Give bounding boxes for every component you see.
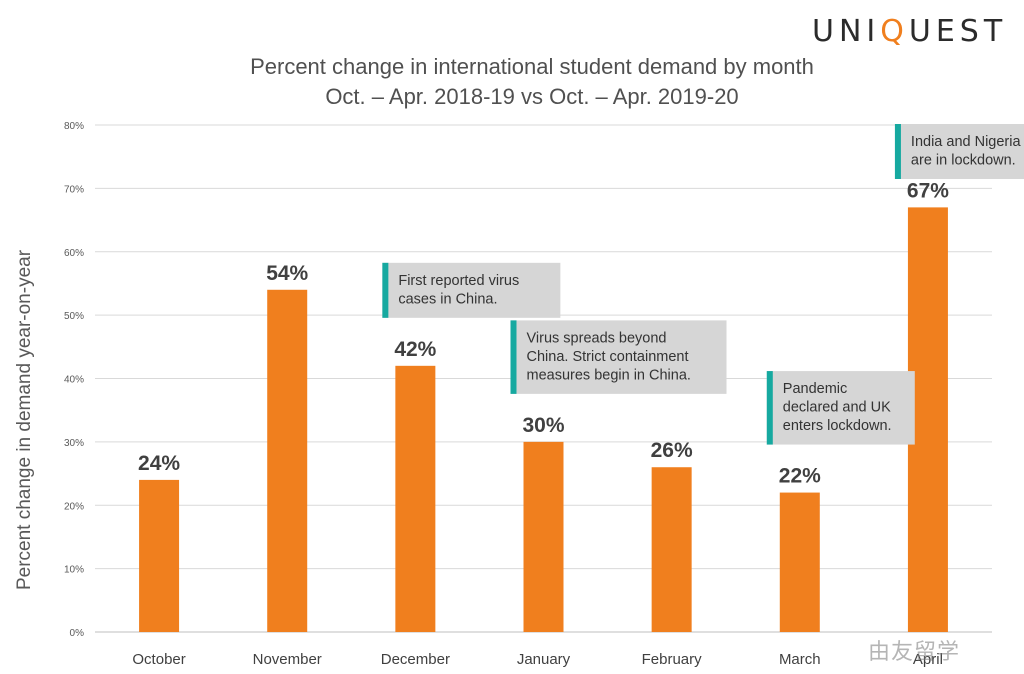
chart-subtitle: Oct. – Apr. 2018-19 vs Oct. – Apr. 2019-… — [325, 84, 739, 109]
annotation-text-line: enters lockdown. — [783, 418, 892, 434]
x-tick-january: January — [517, 651, 571, 668]
chart-title: Percent change in international student … — [250, 54, 814, 79]
x-tick-october: October — [132, 651, 185, 668]
bar-december — [395, 365, 436, 632]
data-label-december: 42% — [394, 338, 436, 361]
y-axis-label: Percent change in demand year-on-year — [14, 249, 35, 590]
y-tick-label: 20% — [64, 501, 84, 512]
annotation-box — [766, 371, 915, 445]
y-tick-label: 30% — [64, 438, 84, 449]
x-axis-ticks: October November December January February Ma… — [132, 651, 943, 668]
y-tick-label: 40% — [64, 375, 84, 386]
annotation-text-line: Pandemic — [783, 381, 847, 397]
bar-november — [267, 289, 308, 632]
bar-march — [779, 492, 820, 632]
y-tick-label: 50% — [64, 311, 84, 322]
bar-february — [651, 467, 692, 632]
annotation-text-line: declared and UK — [783, 400, 891, 416]
data-label-november: 54% — [266, 262, 308, 285]
y-tick-label: 0% — [70, 628, 85, 639]
y-tick-label: 80% — [64, 121, 84, 132]
annotations: First reported virus cases in China. Virus… — [382, 124, 1024, 445]
annotation-march: Pandemic declared and UK enters lockdown. — [766, 371, 915, 445]
x-tick-april: April — [913, 651, 943, 668]
annotation-accent-bar — [382, 262, 389, 318]
annotation-box — [894, 124, 1024, 179]
chart-title-block: Percent change in international student … — [0, 52, 1024, 112]
annotation-text-line: Virus spreads beyond — [527, 330, 667, 346]
bars — [139, 207, 948, 632]
x-tick-november: November — [253, 651, 322, 668]
y-tick-label: 70% — [64, 184, 84, 195]
data-label-february: 26% — [651, 439, 693, 462]
bar-january — [523, 441, 564, 632]
annotation-box — [510, 320, 727, 394]
annotation-text-line: First reported virus — [398, 273, 519, 289]
bar-october — [139, 479, 180, 632]
x-tick-december: December — [381, 651, 450, 668]
watermark: 由友留学 — [868, 640, 961, 665]
annotation-april: India and Nigeria are in lockdown. — [894, 124, 1024, 179]
annotation-december: First reported virus cases in China. — [382, 262, 561, 318]
data-label-january: 30% — [522, 414, 564, 437]
annotation-accent-bar — [766, 371, 773, 445]
data-label-october: 24% — [138, 452, 180, 475]
annotation-text-line: are in lockdown. — [911, 153, 1016, 169]
uniquest-logo: UNIQUEST — [812, 14, 1008, 49]
y-tick-label: 10% — [64, 565, 84, 576]
annotation-text-line: measures begin in China. — [527, 367, 691, 383]
annotation-box — [382, 262, 561, 318]
data-label-april: 67% — [907, 179, 949, 202]
annotation-text-line: China. Strict containment — [527, 349, 689, 365]
annotation-accent-bar — [510, 320, 517, 394]
data-labels: 24% 54% 42% 30% 26% 22% 67% — [138, 179, 949, 487]
annotation-text-line: cases in China. — [398, 291, 497, 307]
annotation-january: Virus spreads beyond China. Strict contai… — [510, 320, 727, 394]
y-tick-label: 60% — [64, 248, 84, 259]
annotation-text-line: India and Nigeria — [911, 134, 1022, 150]
x-tick-march: March — [779, 651, 821, 668]
data-label-march: 22% — [779, 465, 821, 488]
y-axis-ticks: 0% 10% 20% 30% 40% 50% 60% 70% 80% — [64, 121, 84, 639]
annotation-accent-bar — [894, 124, 901, 179]
x-tick-february: February — [642, 651, 703, 668]
